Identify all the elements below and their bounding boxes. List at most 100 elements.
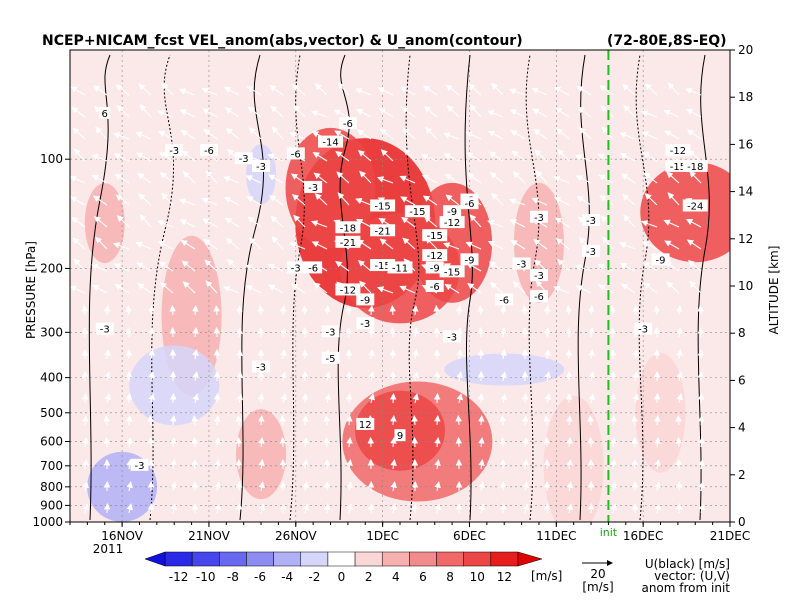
contour-label: -21 xyxy=(374,226,390,237)
wind-vector xyxy=(598,284,614,294)
wind-vector xyxy=(178,88,196,96)
wind-vector xyxy=(641,131,658,140)
contour-label: 6 xyxy=(102,109,108,120)
contour-label-box xyxy=(682,199,708,212)
wind-vector xyxy=(258,459,265,470)
colorbar-swatch xyxy=(409,551,437,567)
contour-label-box xyxy=(529,290,548,303)
wind-vector xyxy=(337,82,350,96)
wind-vector xyxy=(302,503,310,514)
contour-label: -5 xyxy=(326,354,336,365)
wind-vector xyxy=(576,195,592,206)
wind-vector xyxy=(553,196,570,206)
wind-vector xyxy=(335,260,350,272)
wind-vector xyxy=(412,393,420,404)
contour-label: -6 xyxy=(291,149,301,160)
colorbar-tick-label: 4 xyxy=(392,570,400,584)
wind-vector xyxy=(535,170,548,184)
wind-vector xyxy=(445,84,460,96)
wind-vector xyxy=(621,84,636,96)
wind-vector xyxy=(685,88,702,96)
date-tick-label: 6DEC xyxy=(453,529,486,543)
wind-vector xyxy=(510,129,526,140)
contour-label: -6 xyxy=(499,295,509,306)
contour-label: -15 xyxy=(374,201,390,212)
pressure-tick-label: 600 xyxy=(40,435,63,449)
contour-label-box xyxy=(422,249,448,262)
wind-vector xyxy=(478,459,485,470)
wind-vector xyxy=(301,304,308,316)
wind-vector xyxy=(324,371,331,382)
altitude-tick-label: 6 xyxy=(738,373,746,387)
contour-label-box xyxy=(318,135,344,148)
wind-vector xyxy=(500,371,507,382)
wind-vector xyxy=(577,106,592,118)
wind-vector xyxy=(95,126,108,140)
wind-vector xyxy=(531,197,548,206)
wind-vector xyxy=(112,242,130,250)
contour-label: -3 xyxy=(517,259,527,270)
altitude-tick-label: 18 xyxy=(738,90,753,104)
wind-vector xyxy=(368,326,375,338)
wind-vector xyxy=(686,239,702,250)
wind-vector xyxy=(488,261,504,272)
contour-label-box xyxy=(199,144,218,157)
wind-vector xyxy=(280,371,287,382)
wind-vector xyxy=(203,128,218,140)
wind-vector xyxy=(444,173,460,184)
contour-labels: 6-3-3 -6 -6-3-6-14-3-15-18 -21-21-15 -9-12-1… xyxy=(95,106,708,472)
wind-vector xyxy=(557,258,570,272)
wind-vector xyxy=(302,481,309,492)
wind-vector xyxy=(509,219,526,228)
wind-vector xyxy=(667,82,680,96)
contour-label: -3 xyxy=(447,332,457,343)
wind-vector xyxy=(148,349,155,360)
contour-label-box xyxy=(370,224,396,237)
wind-vector xyxy=(247,106,262,118)
wind-vector xyxy=(644,193,658,206)
wind-vector xyxy=(93,216,108,228)
contour-label: -11 xyxy=(392,263,408,274)
wind-vector xyxy=(126,414,133,426)
wind-vector xyxy=(390,414,397,426)
wind-vector xyxy=(279,414,286,426)
wind-vector xyxy=(368,371,375,382)
wind-vector xyxy=(104,349,111,360)
colorbar-swatch xyxy=(463,551,492,567)
colorbar-tick-label: 2 xyxy=(365,570,373,584)
wind-vector xyxy=(346,503,354,514)
wind-vector xyxy=(82,459,89,470)
wind-vector xyxy=(610,414,617,426)
date-axis: 16NOV 21NOV 26NOV 1DEC 6DEC 11DEC 16DEC 21DEC xyxy=(69,522,750,543)
wind-vector xyxy=(359,170,372,184)
wind-vector xyxy=(376,286,394,294)
wind-vector xyxy=(269,194,284,206)
wind-vector xyxy=(182,171,196,184)
wind-vector xyxy=(268,174,284,184)
wind-vector xyxy=(643,172,658,184)
wind-vector xyxy=(225,128,240,140)
contour-label: -3 xyxy=(256,362,266,373)
wind-vector xyxy=(491,82,504,96)
wind-vector xyxy=(161,192,174,206)
contour-label: -3 xyxy=(169,146,179,157)
wind-vector xyxy=(136,262,152,272)
wind-vector xyxy=(82,414,89,426)
wind-vector xyxy=(402,127,416,140)
wind-vector xyxy=(619,242,636,250)
wind-vector xyxy=(246,85,262,96)
wind-vector xyxy=(510,239,526,250)
pressure-tick-label: 300 xyxy=(40,325,63,339)
contour-label-box xyxy=(443,330,462,343)
wind-vector xyxy=(72,127,86,140)
wind-vector xyxy=(434,459,441,470)
wind-vector xyxy=(355,198,372,206)
wind-vector xyxy=(157,110,174,118)
wind-vector xyxy=(578,127,592,140)
colorbar-tick-label: 10 xyxy=(470,570,485,584)
wind-vector xyxy=(667,192,680,206)
wind-vector xyxy=(312,151,328,162)
wind-vector xyxy=(192,326,199,338)
wind-vector xyxy=(686,129,702,140)
colorbar-min-triangle xyxy=(144,551,166,567)
